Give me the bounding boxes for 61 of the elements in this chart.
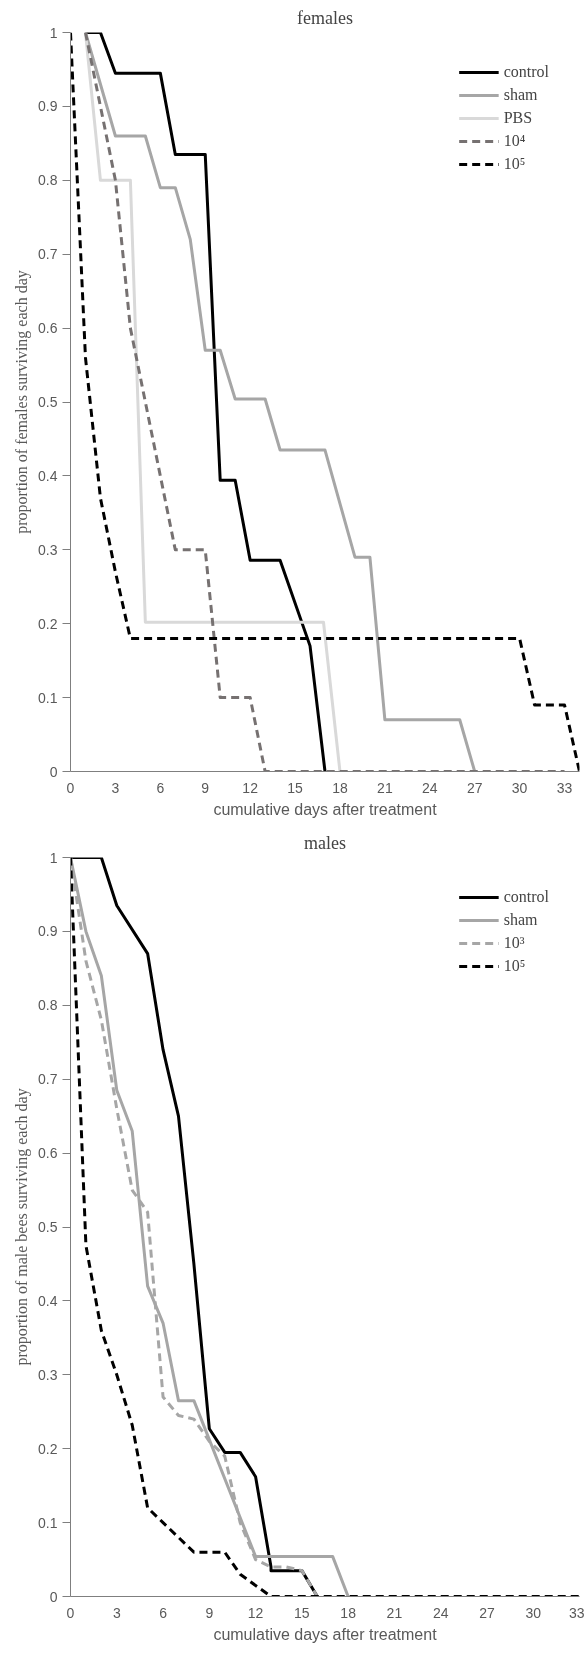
- chart-title: males: [304, 832, 347, 853]
- x-tick-label: 0: [66, 779, 75, 796]
- x-tick-label: 12: [247, 1604, 264, 1621]
- y-tick-label: 0.8: [38, 172, 58, 189]
- y-tick-label: 1: [49, 24, 58, 41]
- legend-label: 10³: [503, 934, 525, 952]
- x-tick-label: 33: [556, 779, 573, 796]
- y-tick-label: 0.1: [38, 689, 58, 706]
- x-tick-label: 33: [568, 1604, 584, 1621]
- x-tick-label: 12: [242, 779, 259, 796]
- y-tick-label: 0.6: [38, 1145, 58, 1162]
- x-tick-label: 9: [201, 779, 210, 796]
- x-tick-label: 21: [386, 1604, 403, 1621]
- x-tick-label: 24: [432, 1604, 449, 1621]
- y-tick-label: 0.5: [38, 394, 58, 410]
- y-tick-label: 0.4: [38, 467, 58, 484]
- y-tick-label: 0.3: [38, 541, 58, 558]
- y-tick-label: 0.1: [38, 1514, 58, 1531]
- x-tick-label: 0: [66, 1604, 75, 1621]
- y-axis-title: proportion of male bees surviving each day: [13, 1088, 32, 1366]
- y-tick-label: 0.5: [38, 1219, 58, 1235]
- legend-label: 10⁴: [503, 132, 526, 150]
- x-tick-label: 15: [287, 779, 304, 796]
- y-tick-label: 0.8: [38, 997, 58, 1014]
- x-tick-label: 3: [112, 1604, 121, 1621]
- y-tick-label: 0.9: [38, 923, 58, 940]
- x-tick-label: 24: [422, 779, 438, 796]
- x-tick-label: 3: [111, 779, 120, 796]
- x-tick-label: 27: [466, 779, 483, 796]
- legend-label: sham: [503, 86, 538, 104]
- x-tick-label: 18: [340, 1604, 357, 1621]
- x-tick-label: 9: [205, 1604, 214, 1621]
- legend-label: control: [503, 63, 549, 81]
- x-tick-label: 21: [377, 779, 393, 796]
- y-tick-label: 0.2: [38, 615, 58, 632]
- x-tick-label: 6: [156, 779, 165, 796]
- y-tick-label: 0.6: [38, 320, 58, 337]
- x-tick-label: 30: [525, 1604, 542, 1621]
- y-tick-label: 1: [49, 849, 58, 866]
- y-tick-label: 0.4: [38, 1292, 58, 1309]
- y-axis-title: proportion of females surviving each day: [13, 270, 32, 534]
- x-axis-title: cumulative days after treatment: [213, 800, 438, 818]
- legend-label: sham: [503, 911, 538, 929]
- x-tick-label: 6: [159, 1604, 168, 1621]
- chart-title: females: [297, 7, 353, 28]
- x-tick-label: 30: [511, 779, 528, 796]
- y-tick-label: 0: [49, 763, 58, 780]
- y-tick-label: 0: [49, 1588, 58, 1605]
- x-axis-title: cumulative days after treatment: [213, 1625, 438, 1643]
- x-tick-label: 18: [332, 779, 348, 796]
- y-tick-label: 0.2: [38, 1440, 58, 1457]
- legend-label: 10⁵: [503, 155, 526, 173]
- legend-label: control: [503, 888, 549, 906]
- x-tick-label: 15: [294, 1604, 310, 1621]
- x-tick-label: 27: [479, 1604, 495, 1621]
- y-tick-label: 0.7: [38, 246, 58, 263]
- legend-label: PBS: [503, 109, 533, 127]
- y-tick-label: 0.9: [38, 98, 58, 115]
- legend-label: 10⁵: [503, 957, 526, 975]
- y-tick-label: 0.3: [38, 1366, 58, 1383]
- y-tick-label: 0.7: [38, 1071, 58, 1088]
